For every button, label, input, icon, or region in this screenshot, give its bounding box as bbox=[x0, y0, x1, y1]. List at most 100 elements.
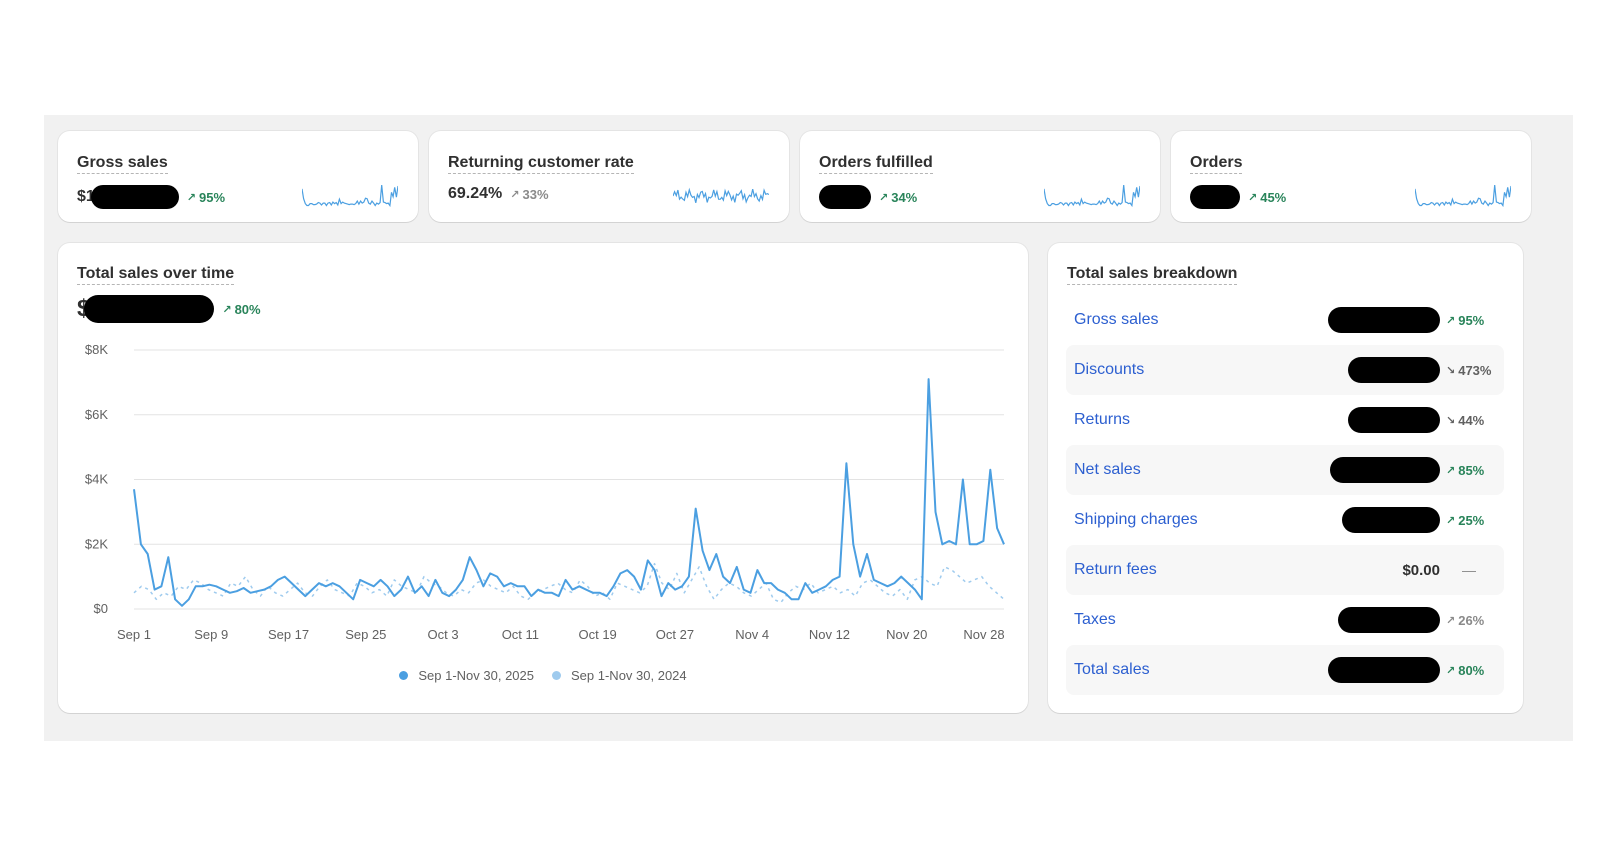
breakdown-row: Gross sales ↗ 95% bbox=[1066, 295, 1504, 345]
change-badge: ↘ 473% bbox=[1446, 363, 1492, 378]
metric-value-text: 69.24% bbox=[448, 185, 503, 202]
change-badge: ↘ 44% bbox=[1446, 413, 1492, 428]
change-value: 34% bbox=[891, 189, 918, 205]
change-value: 44% bbox=[1458, 412, 1485, 428]
legend-item-previous[interactable]: Sep 1-Nov 30, 2024 bbox=[552, 668, 687, 683]
change-value: 33% bbox=[522, 186, 549, 202]
no-change-indicator: — bbox=[1462, 562, 1476, 578]
redaction-mark bbox=[90, 185, 179, 209]
change-badge: ↗ 45% bbox=[1248, 190, 1286, 205]
breakdown-values: ↗ 85% bbox=[1330, 457, 1492, 483]
redaction-mark bbox=[1328, 307, 1440, 333]
breakdown-label-link[interactable]: Discounts bbox=[1074, 361, 1145, 378]
change-badge: ↗ 80% bbox=[1446, 663, 1492, 678]
breakdown-row: Returns ↘ 44% bbox=[1066, 395, 1504, 445]
sparkline bbox=[673, 187, 769, 204]
y-tick-label: $0 bbox=[94, 601, 108, 616]
x-tick-label: Sep 17 bbox=[268, 627, 309, 642]
arrow-up-right-icon: ↗ bbox=[222, 303, 232, 316]
breakdown-row: Return fees $0.00 — bbox=[1066, 545, 1504, 595]
change-badge: ↗ 33% bbox=[510, 187, 548, 202]
metric-card-orders-fulfilled[interactable]: Orders fulfilled ↗ 34% bbox=[800, 131, 1160, 222]
sales-over-time-card: Total sales over time $ ↗ 80% $0 $2K $4K $6… bbox=[58, 243, 1028, 713]
x-tick-label: Sep 9 bbox=[194, 627, 228, 642]
change-badge: ↗ 95% bbox=[1446, 313, 1492, 328]
arrow-up-right-icon: ↗ bbox=[1446, 314, 1456, 327]
arrow-down-right-icon: ↘ bbox=[1446, 364, 1456, 377]
y-tick-label: $8K bbox=[85, 342, 108, 357]
x-tick-label: Oct 27 bbox=[656, 627, 694, 642]
x-tick-label: Oct 19 bbox=[578, 627, 616, 642]
change-value: 80% bbox=[1458, 662, 1485, 678]
breakdown-row: Discounts ↘ 473% bbox=[1066, 345, 1504, 395]
series-line-current bbox=[133, 378, 1005, 607]
sparkline bbox=[1415, 184, 1511, 208]
legend-item-current[interactable]: Sep 1-Nov 30, 2025 bbox=[399, 668, 534, 683]
x-tick-label: Oct 3 bbox=[428, 627, 459, 642]
arrow-up-right-icon: ↗ bbox=[1446, 664, 1456, 677]
change-badge: ↗ 80% bbox=[222, 302, 260, 317]
x-tick-label: Oct 11 bbox=[502, 627, 539, 642]
breakdown-label-link[interactable]: Return fees bbox=[1074, 561, 1157, 578]
breakdown-label-link[interactable]: Total sales bbox=[1074, 661, 1150, 678]
redaction-mark bbox=[1342, 507, 1440, 533]
redaction-mark bbox=[819, 185, 871, 209]
sparkline bbox=[302, 184, 398, 208]
change-value: 473% bbox=[1458, 362, 1492, 378]
y-tick-label: $2K bbox=[85, 536, 108, 551]
sparkline-path bbox=[1044, 184, 1140, 208]
breakdown-row: Shipping charges ↗ 25% bbox=[1066, 495, 1504, 545]
y-tick-label: $4K bbox=[85, 472, 108, 487]
legend-label: Sep 1-Nov 30, 2025 bbox=[418, 668, 534, 683]
change-value: 45% bbox=[1260, 189, 1287, 205]
redaction-mark bbox=[1348, 357, 1440, 383]
redaction-mark bbox=[1348, 407, 1440, 433]
legend-label: Sep 1-Nov 30, 2024 bbox=[571, 668, 687, 683]
metric-value: 69.24% ↗ 33% bbox=[448, 185, 549, 203]
redaction-mark bbox=[1328, 657, 1440, 683]
x-tick-label: Sep 1 bbox=[117, 627, 151, 642]
breakdown-values: ↗ 25% bbox=[1342, 507, 1492, 533]
breakdown-label-link[interactable]: Taxes bbox=[1074, 611, 1116, 628]
metric-card-returning-customer-rate[interactable]: Returning customer rate 69.24% ↗ 33% bbox=[429, 131, 789, 222]
breakdown-label-link[interactable]: Gross sales bbox=[1074, 311, 1159, 328]
redaction-mark bbox=[84, 295, 215, 323]
sparkline bbox=[1044, 184, 1140, 208]
card-title[interactable]: Total sales breakdown bbox=[1067, 265, 1238, 285]
analytics-dashboard: Gross sales $1 ↗ 95% Returning customer … bbox=[44, 115, 1573, 741]
breakdown-list: Gross sales ↗ 95% Discounts ↘ 473% Returns ↘ 44%… bbox=[1066, 295, 1504, 695]
breakdown-label-link[interactable]: Returns bbox=[1074, 411, 1131, 428]
breakdown-label-link[interactable]: Shipping charges bbox=[1074, 511, 1198, 528]
metric-title[interactable]: Orders bbox=[1190, 154, 1243, 174]
arrow-up-right-icon: ↗ bbox=[1446, 514, 1456, 527]
y-tick-label: $6K bbox=[85, 407, 108, 422]
card-title[interactable]: Total sales over time bbox=[77, 265, 235, 285]
change-value: 95% bbox=[1458, 312, 1485, 328]
breakdown-row: Taxes ↗ 26% bbox=[1066, 595, 1504, 645]
metric-title[interactable]: Returning customer rate bbox=[448, 154, 634, 174]
change-badge: ↗ 95% bbox=[187, 190, 225, 205]
sales-line-chart[interactable]: $0 $2K $4K $6K $8K Sep 1 Sep 9 Sep 17 Sep 25 Oct … bbox=[58, 243, 1028, 663]
legend-dot-current bbox=[399, 671, 409, 680]
metric-value: ↗ 34% bbox=[819, 185, 917, 209]
breakdown-values: ↗ 95% bbox=[1328, 307, 1492, 333]
arrow-up-right-icon: ↗ bbox=[510, 188, 520, 201]
metric-card-orders[interactable]: Orders ↗ 45% bbox=[1171, 131, 1531, 222]
change-badge: ↗ 26% bbox=[1446, 613, 1492, 628]
breakdown-values: ↘ 44% bbox=[1348, 407, 1492, 433]
metric-card-gross-sales[interactable]: Gross sales $1 ↗ 95% bbox=[58, 131, 418, 222]
breakdown-label-link[interactable]: Net sales bbox=[1074, 461, 1141, 478]
legend-dot-previous bbox=[552, 671, 561, 680]
metric-title[interactable]: Orders fulfilled bbox=[819, 154, 933, 174]
x-tick-label: Nov 12 bbox=[809, 627, 850, 642]
sparkline-path bbox=[673, 187, 769, 204]
chart-legend: Sep 1-Nov 30, 2025 Sep 1-Nov 30, 2024 bbox=[58, 668, 1028, 683]
metric-value: $1 ↗ 95% bbox=[77, 185, 225, 209]
redaction-mark bbox=[1338, 607, 1440, 633]
arrow-up-right-icon: ↗ bbox=[1446, 614, 1456, 627]
change-badge: ↗ 34% bbox=[879, 190, 917, 205]
redaction-mark bbox=[1190, 185, 1240, 209]
metric-title[interactable]: Gross sales bbox=[77, 154, 168, 174]
arrow-up-right-icon: ↗ bbox=[186, 191, 197, 204]
breakdown-row: Total sales ↗ 80% bbox=[1066, 645, 1504, 695]
